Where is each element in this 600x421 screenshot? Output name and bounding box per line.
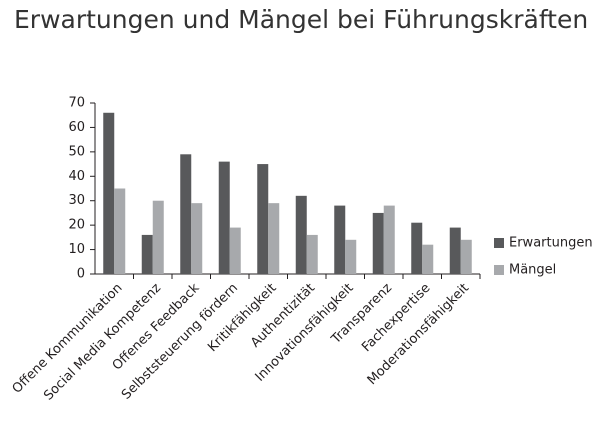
bar — [449, 227, 461, 274]
y-tick-label: 10 — [68, 242, 85, 257]
bar — [422, 244, 434, 274]
bar — [229, 227, 241, 274]
bar — [103, 112, 115, 275]
bar — [114, 188, 126, 274]
bar — [372, 212, 384, 274]
legend-swatch — [494, 265, 504, 275]
y-tick-label: 60 — [68, 120, 85, 135]
y-tick-label: 50 — [68, 144, 85, 159]
legend-label: Erwartungen — [509, 236, 593, 251]
bar — [191, 203, 203, 274]
bar — [383, 205, 395, 274]
bar — [295, 195, 307, 274]
bar — [345, 239, 357, 274]
bar — [306, 234, 318, 274]
bar — [334, 205, 346, 274]
x-tick-label: Kritikfähigkeit — [205, 281, 279, 355]
bar — [257, 164, 269, 274]
bar — [141, 234, 153, 274]
bar — [180, 154, 192, 274]
x-tick-label: Fachexpertise — [359, 281, 433, 355]
bar — [411, 222, 423, 274]
y-tick-label: 40 — [68, 169, 85, 184]
bar — [152, 200, 164, 274]
y-tick-label: 0 — [77, 267, 85, 282]
y-tick-label: 30 — [68, 193, 85, 208]
y-tick-label: 70 — [68, 96, 85, 111]
chart-title: Erwartungen und Mängel bei Führungskräft… — [14, 5, 588, 34]
bar — [268, 203, 280, 274]
legend-swatch — [494, 238, 504, 248]
bar — [460, 239, 472, 274]
legend-label: Mängel — [509, 263, 556, 278]
y-tick-label: 20 — [68, 218, 85, 233]
bar — [218, 161, 230, 274]
